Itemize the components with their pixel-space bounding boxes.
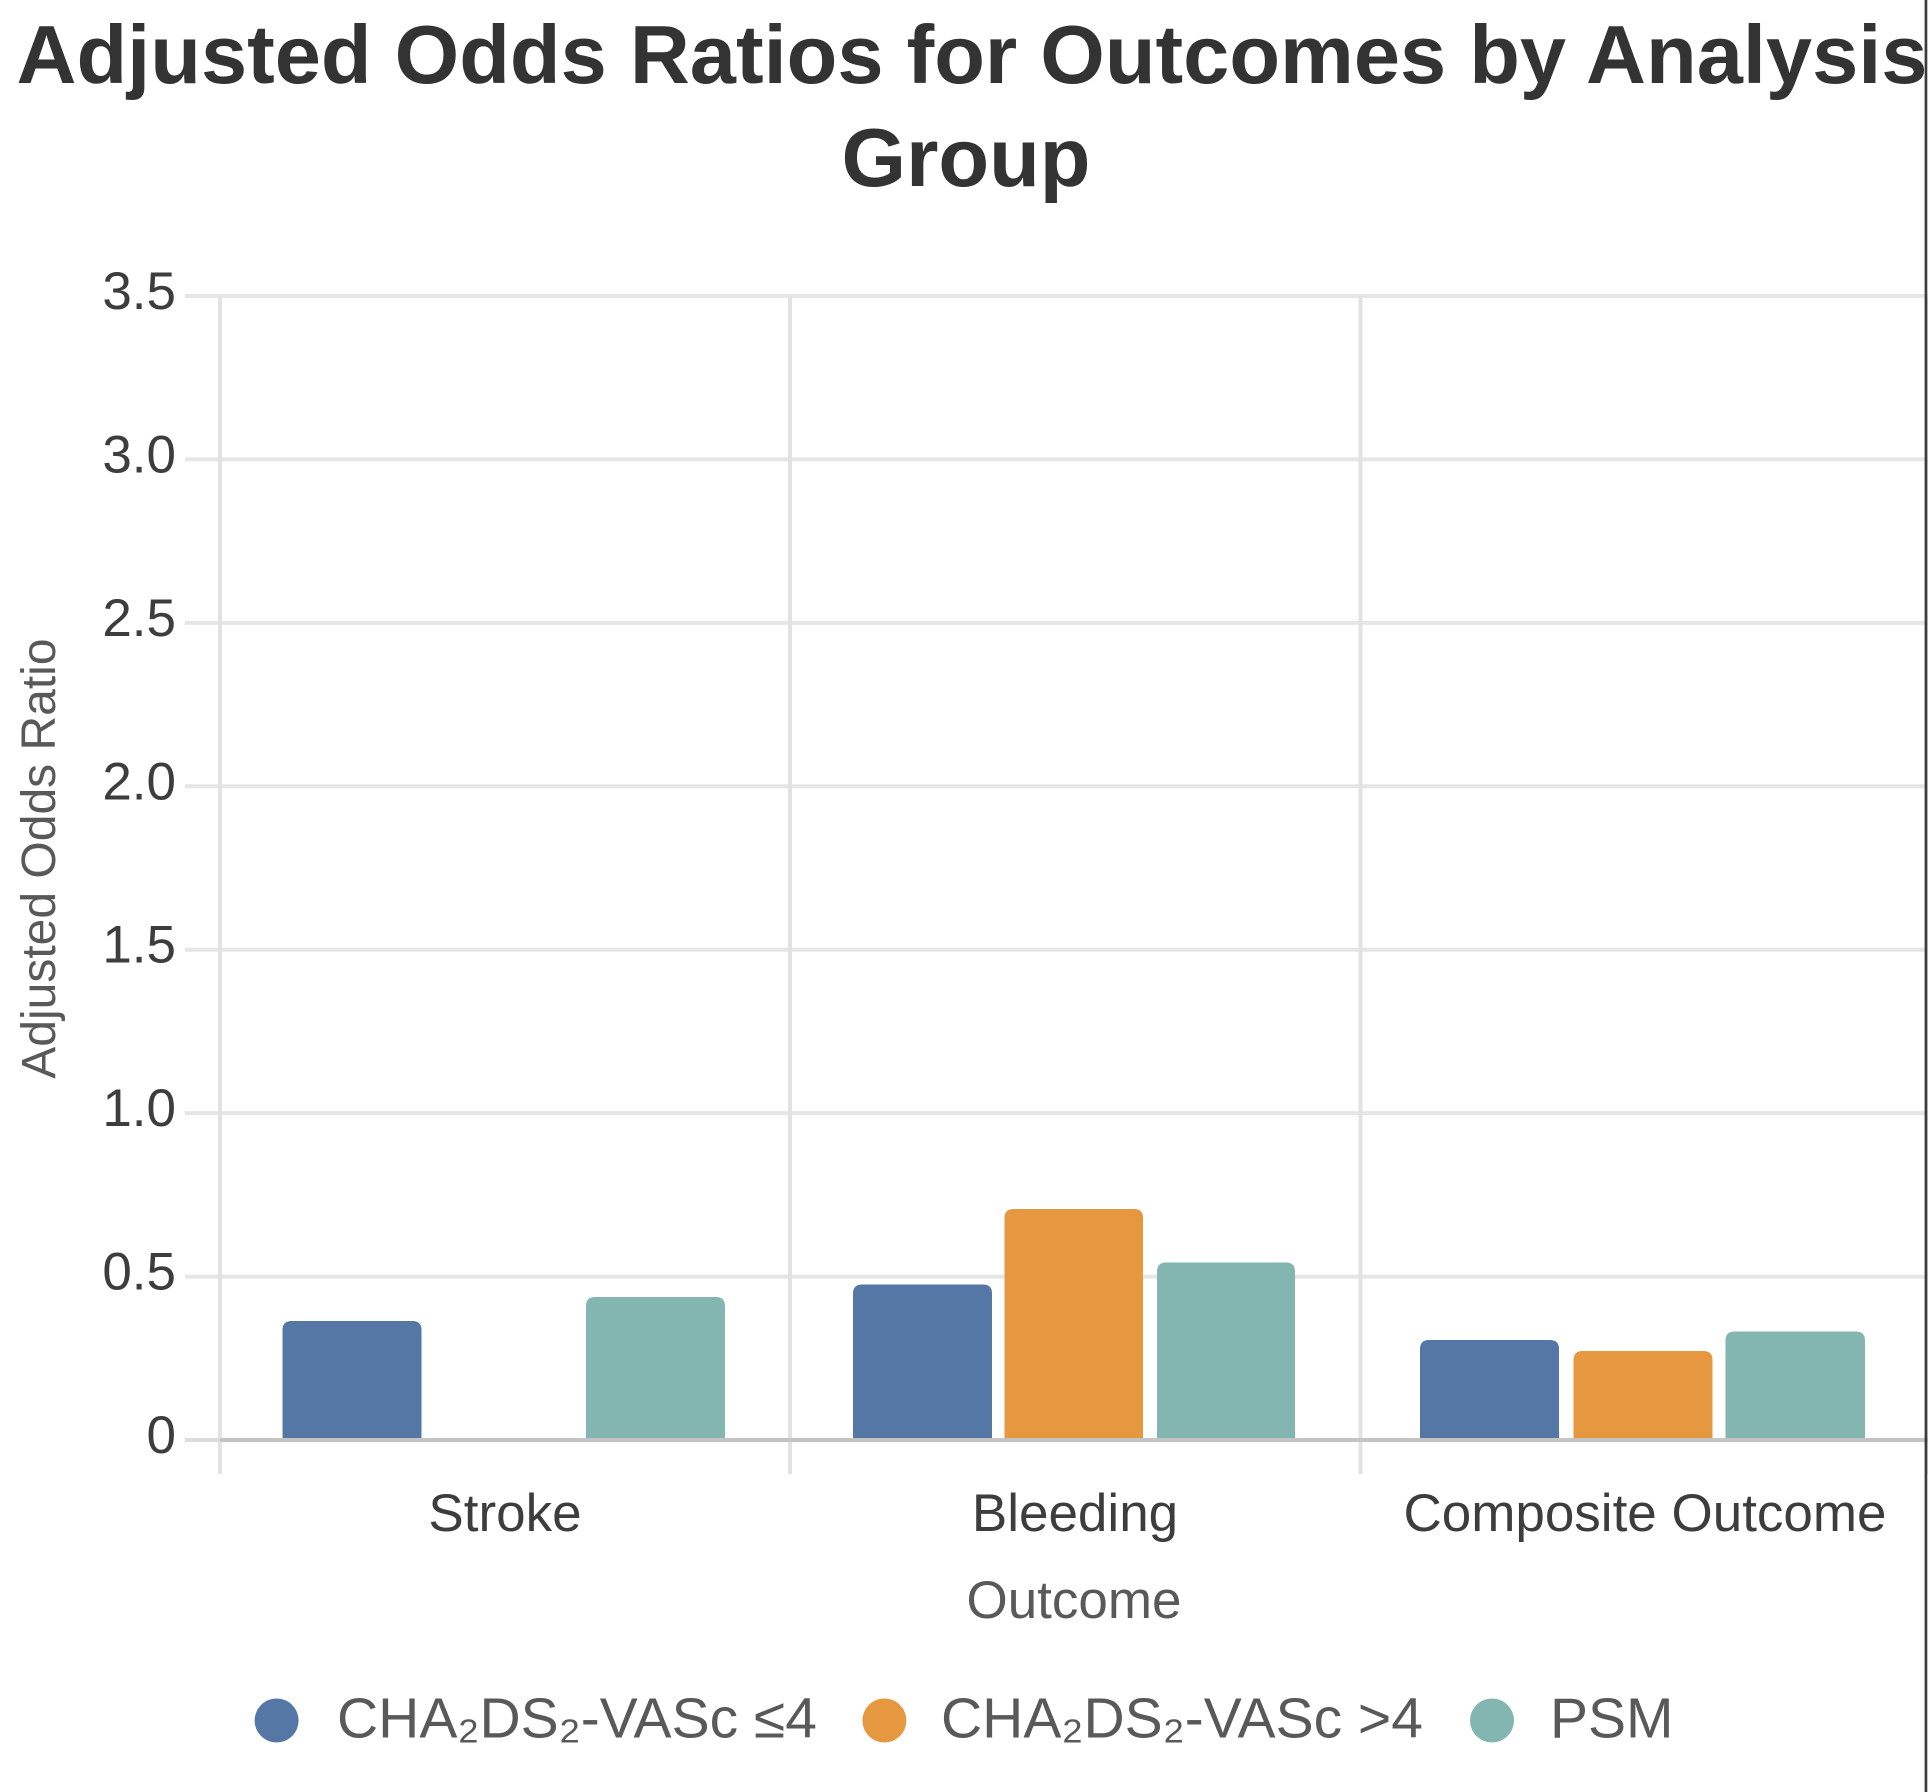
svg-text:PSM: PSM [1550, 1687, 1674, 1751]
svg-text:0: 0 [147, 1406, 176, 1465]
svg-text:Group: Group [842, 111, 1091, 204]
svg-text:3.0: 3.0 [102, 425, 176, 484]
svg-text:Adjusted Odds Ratio: Adjusted Odds Ratio [13, 638, 66, 1078]
svg-text:2.5: 2.5 [102, 589, 176, 648]
svg-text:2.0: 2.0 [102, 752, 176, 811]
svg-text:Outcome: Outcome [966, 1571, 1181, 1630]
svg-text:1.5: 1.5 [102, 916, 176, 975]
svg-text:0.5: 0.5 [102, 1243, 176, 1302]
svg-text:Composite Outcome: Composite Outcome [1403, 1484, 1886, 1543]
svg-text:3.5: 3.5 [102, 262, 176, 321]
svg-text:CHA₂DS₂-VASc ≤4: CHA₂DS₂-VASc ≤4 [337, 1687, 817, 1751]
svg-text:Stroke: Stroke [428, 1484, 581, 1543]
svg-text:Bleeding: Bleeding [972, 1484, 1178, 1543]
svg-text:Adjusted Odds Ratios for Outco: Adjusted Odds Ratios for Outcomes by Ana… [17, 8, 1928, 101]
svg-text:1.0: 1.0 [102, 1079, 176, 1138]
svg-text:CHA₂DS₂-VASc >4: CHA₂DS₂-VASc >4 [941, 1687, 1423, 1751]
